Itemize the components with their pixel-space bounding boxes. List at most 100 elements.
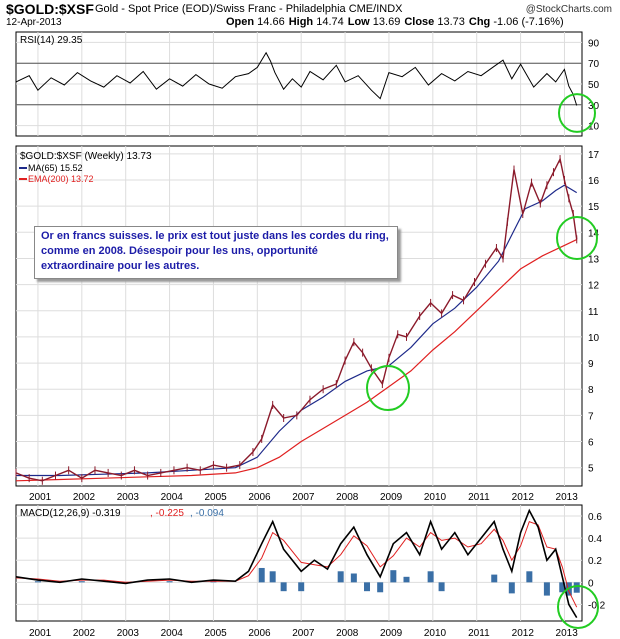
y-tick-label: 8 [588, 385, 594, 396]
rsi-line [15, 51, 578, 106]
y-tick-label: 0.6 [588, 512, 602, 523]
x-tick-label: 2010 [424, 628, 447, 639]
y-tick-label: 6 [588, 438, 594, 449]
macd-histogram-legend: , -0.094 [190, 508, 224, 519]
x-tick-label: 2007 [292, 492, 315, 503]
y-tick-label: 70 [588, 59, 600, 70]
highlight-circle-macd [557, 585, 599, 629]
highlight-circle-2008 [366, 364, 410, 412]
y-tick-label: 14 [588, 228, 600, 239]
macd-histogram-bar [258, 567, 265, 583]
y-tick-label: 10 [588, 333, 600, 344]
x-tick-label: 2001 [29, 628, 52, 639]
macd-histogram-bar [34, 581, 41, 583]
x-tick-label: 2002 [73, 492, 96, 503]
ohlc-value: 14.74 [316, 16, 344, 28]
x-tick-label: 2012 [512, 628, 535, 639]
ohlc-value: -1.06 (-7.16%) [493, 16, 564, 28]
price-legend: $GOLD:$XSF (Weekly) 13.73 [20, 151, 152, 162]
x-tick-label: 2005 [205, 628, 228, 639]
macd-histogram-bar [573, 582, 580, 593]
macd-panel [15, 504, 583, 622]
y-tick-label: 10 [588, 122, 600, 133]
y-tick-label: 0.2 [588, 556, 602, 567]
y-tick-label: 0 [588, 578, 594, 589]
macd-histogram-bar [210, 581, 217, 583]
macd-histogram-bar [403, 576, 410, 583]
highlight-circle-2013 [556, 216, 598, 260]
y-tick-label: 90 [588, 38, 600, 49]
ema-legend: EMA(200) 13.72 [28, 174, 94, 184]
x-tick-label: 2002 [73, 628, 96, 639]
macd-histogram-bar [390, 570, 397, 583]
x-tick-label: 2006 [248, 628, 271, 639]
x-tick-label: 2009 [380, 628, 403, 639]
x-tick-label: 2005 [205, 492, 228, 503]
macd-histogram-bar [78, 581, 85, 583]
x-tick-label: 2008 [336, 492, 359, 503]
macd-histogram-bar [364, 582, 371, 592]
macd-histogram-bar [298, 582, 305, 592]
macd-histogram-bar [543, 582, 550, 596]
macd-line [15, 508, 578, 619]
chart-symbol: $GOLD:$XSF [6, 1, 94, 17]
y-tick-label: 50 [588, 80, 600, 91]
ma-legend: MA(65) 15.52 [28, 163, 83, 173]
x-tick-label: 2010 [424, 492, 447, 503]
ohlc-value: 13.73 [437, 16, 465, 28]
x-tick-label: 2009 [380, 492, 403, 503]
macd-histogram-bar [269, 571, 276, 583]
brand-watermark: @StockCharts.com [525, 4, 612, 15]
ohlc-label: Close [404, 16, 438, 28]
x-tick-label: 2011 [468, 628, 490, 639]
rsi-legend: RSI(14) 29.35 [20, 35, 83, 46]
ohlc-label: Low [347, 16, 373, 28]
macd-histogram-bar [491, 574, 498, 583]
macd-histogram-bar [280, 582, 287, 592]
x-tick-label: 2013 [556, 492, 579, 503]
x-tick-label: 2012 [512, 492, 535, 503]
ohlc-value: 13.69 [372, 16, 401, 28]
x-tick-label: 2008 [336, 628, 359, 639]
macd-histogram-bar [508, 582, 515, 594]
x-tick-label: 2003 [117, 492, 140, 503]
macd-histogram-bar [559, 582, 566, 593]
y-tick-label: 11 [588, 307, 599, 318]
macd-histogram-bar [427, 571, 434, 583]
ohlc-label: High [288, 16, 317, 28]
macd-signal-legend: , -0.225 [150, 508, 184, 519]
y-tick-label: 9 [588, 359, 594, 370]
y-tick-label: 15 [588, 202, 600, 213]
ohlc-label: Chg [468, 16, 494, 28]
macd-histogram-bar [438, 582, 445, 592]
x-tick-label: 2004 [161, 492, 184, 503]
macd-histogram-bar [526, 571, 533, 583]
x-tick-label: 2006 [248, 492, 271, 503]
annotation-note: Or en francs suisses. le prix est tout j… [34, 226, 398, 279]
y-tick-label: 13 [588, 254, 600, 265]
macd-legend: MACD(12,26,9) -0.319 [20, 508, 121, 519]
x-tick-label: 2001 [29, 492, 52, 503]
x-tick-label: 2007 [292, 628, 315, 639]
y-tick-label: 0.4 [588, 534, 602, 545]
ohlc-value: 14.66 [257, 16, 285, 28]
chart-description: Gold - Spot Price (EOD)/Swiss Franc - Ph… [95, 3, 403, 15]
ema-200-line [15, 239, 577, 482]
x-tick-label: 2011 [468, 492, 490, 503]
x-tick-label: 2013 [556, 628, 579, 639]
y-tick-label: 12 [588, 281, 600, 292]
macd-histogram-bar [166, 581, 173, 583]
highlight-circle-rsi [558, 93, 596, 133]
price-panel [15, 145, 583, 487]
y-tick-label: 17 [588, 150, 600, 161]
macd-signal-line [15, 520, 578, 608]
macd-histogram-bar [350, 573, 357, 583]
macd-histogram-bar [337, 571, 344, 583]
x-tick-label: 2004 [161, 628, 184, 639]
ohlc-label: Open [226, 16, 258, 28]
y-tick-label: -0.2 [588, 600, 606, 611]
y-tick-label: 16 [588, 176, 600, 187]
chart-date: 12-Apr-2013 [6, 17, 62, 28]
x-tick-label: 2003 [117, 628, 140, 639]
